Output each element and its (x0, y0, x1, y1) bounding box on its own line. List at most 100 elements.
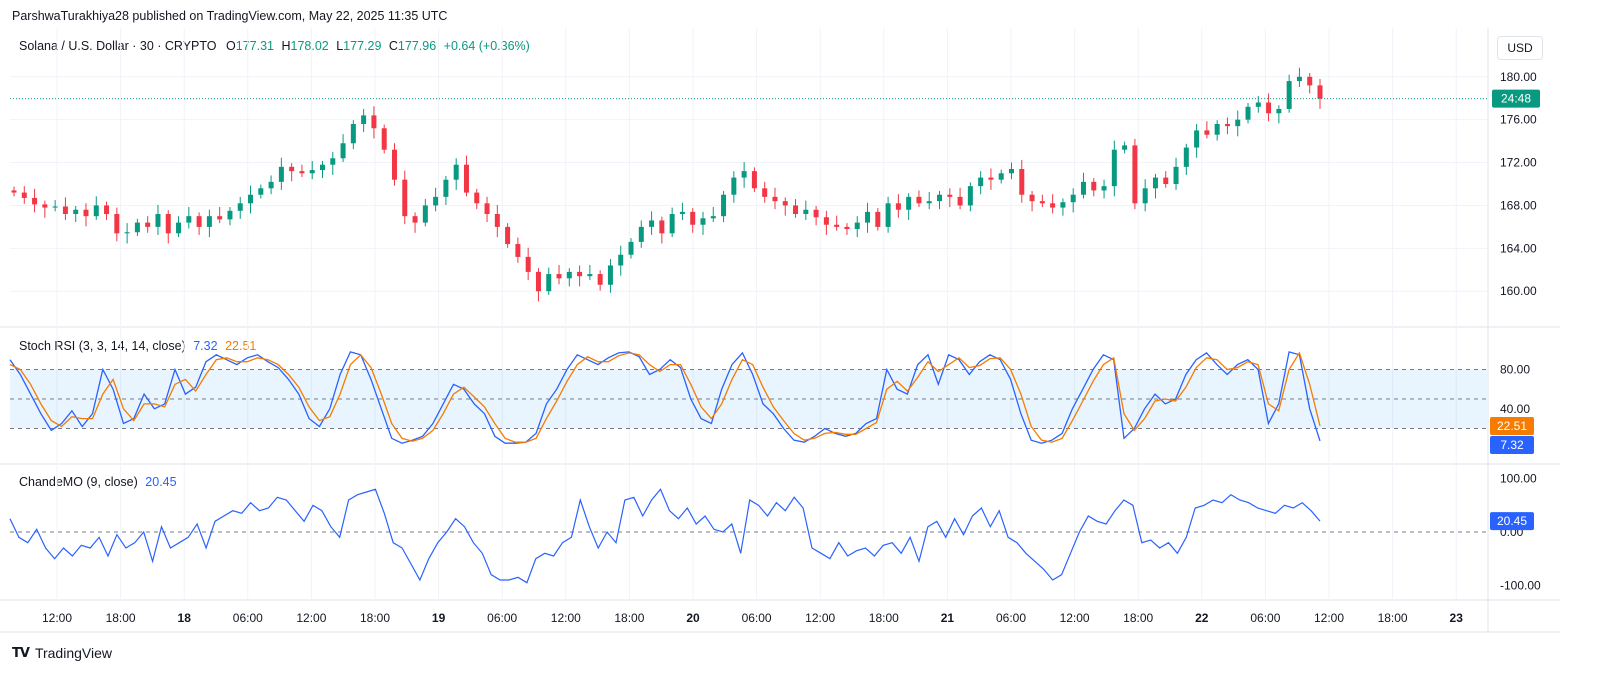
candle-body (206, 216, 212, 227)
time-tick-label: 18:00 (1378, 611, 1408, 625)
candle-body (1245, 106, 1251, 120)
candle-body (330, 158, 336, 165)
candle-body (1080, 181, 1086, 195)
candle-body (1296, 76, 1302, 82)
candle-body (947, 194, 953, 197)
candle-body (823, 217, 829, 225)
currency-button[interactable]: USD (1497, 36, 1543, 60)
candle-body (844, 226, 850, 230)
time-tick-label: 18:00 (360, 611, 390, 625)
candle-body (83, 209, 89, 217)
candle-body (443, 179, 449, 197)
time-tick-label: 21 (941, 611, 955, 625)
candle-body (422, 205, 428, 223)
tradingview-brand: 𝗧𝗩 TradingView (12, 645, 112, 661)
candle-body (1183, 147, 1189, 167)
candle-body (587, 274, 593, 277)
candle-body (1122, 145, 1128, 150)
candle-body (237, 203, 243, 211)
candle-body (1204, 130, 1210, 135)
price-tick-label: 168.00 (1500, 198, 1537, 212)
price-tick-label: 180.00 (1500, 70, 1537, 84)
time-tick-label: 22 (1195, 611, 1209, 625)
candle-body (1101, 186, 1107, 191)
candle-body (1029, 194, 1035, 202)
candle-body (1008, 168, 1014, 174)
candle-body (1132, 145, 1138, 204)
candle-body (813, 209, 819, 218)
time-tick-label: 06:00 (1250, 611, 1280, 625)
stoch-line-k (9, 351, 1321, 444)
candle-body (42, 204, 48, 208)
candle-body (669, 214, 675, 234)
time-tick-label: 12:00 (805, 611, 835, 625)
stoch-k-tag-label: 7.32 (1500, 438, 1524, 452)
time-tick-label: 12:00 (42, 611, 72, 625)
candle-body (535, 271, 541, 292)
price-legend: Solana / U.S. Dollar · 30 · CRYPTO O177.… (19, 39, 530, 53)
candle-body (453, 164, 459, 180)
candle-body (762, 188, 768, 197)
candle-body (248, 194, 254, 204)
time-tick-label: 19 (432, 611, 446, 625)
candle-body (638, 226, 644, 242)
candle-body (474, 192, 480, 204)
candle-body (412, 216, 418, 223)
stoch-line-d (9, 351, 1321, 443)
candle-body (916, 196, 922, 204)
candle-body (1214, 123, 1220, 135)
candle-body (1111, 149, 1117, 187)
candle-body (978, 177, 984, 187)
price-tick-label: 160.00 (1500, 284, 1537, 298)
candle-body (165, 214, 171, 234)
candle-body (402, 179, 408, 217)
candle-body (104, 205, 110, 215)
candle-body (628, 241, 634, 255)
time-tick-label: 12:00 (551, 611, 581, 625)
candle-body (1317, 85, 1323, 99)
candle-body (52, 206, 58, 208)
candle-body (484, 203, 490, 215)
candle-body (690, 211, 696, 225)
candle-body (546, 274, 552, 292)
candle-body (618, 254, 624, 266)
high-label: H (281, 39, 291, 53)
price-tick-label: 164.00 (1500, 241, 1537, 255)
candle-body (1050, 203, 1056, 208)
candle-body (340, 143, 346, 159)
candle-body (350, 123, 356, 144)
candle-body (196, 216, 202, 227)
candle-body (885, 203, 891, 227)
candle-body (320, 164, 326, 171)
candle-body (597, 274, 603, 285)
candle-body (577, 271, 583, 277)
candle-body (937, 194, 943, 202)
cmo-tick-label: 0.00 (1500, 525, 1524, 539)
brand-label: TradingView (34, 645, 112, 661)
candle-body (988, 177, 994, 180)
candle-body (1307, 76, 1313, 86)
time-tick-label: 06:00 (742, 611, 772, 625)
candle-body (875, 211, 881, 227)
candle-body (782, 201, 788, 206)
candle-body (854, 222, 860, 230)
candle-body (11, 190, 17, 193)
candle-body (1091, 181, 1097, 191)
candle-body (278, 166, 284, 182)
candle-body (731, 177, 737, 195)
cmo-tag (1490, 512, 1534, 531)
candle-body (1019, 168, 1025, 195)
candle-body (998, 173, 1004, 180)
candle-body (1070, 194, 1076, 203)
candle-body (361, 115, 367, 124)
candle-body (566, 271, 572, 279)
open-label: O (226, 39, 236, 53)
time-tick-label: 18:00 (614, 611, 644, 625)
cmo-tick-label: 100.00 (1500, 472, 1537, 486)
candle-body (515, 244, 521, 257)
candle-body (268, 181, 274, 189)
candle-body (1060, 202, 1066, 208)
symbol-title: Solana / U.S. Dollar · 30 · CRYPTO (19, 39, 217, 53)
time-tick-label: 12:00 (296, 611, 326, 625)
candle-body (772, 196, 778, 202)
